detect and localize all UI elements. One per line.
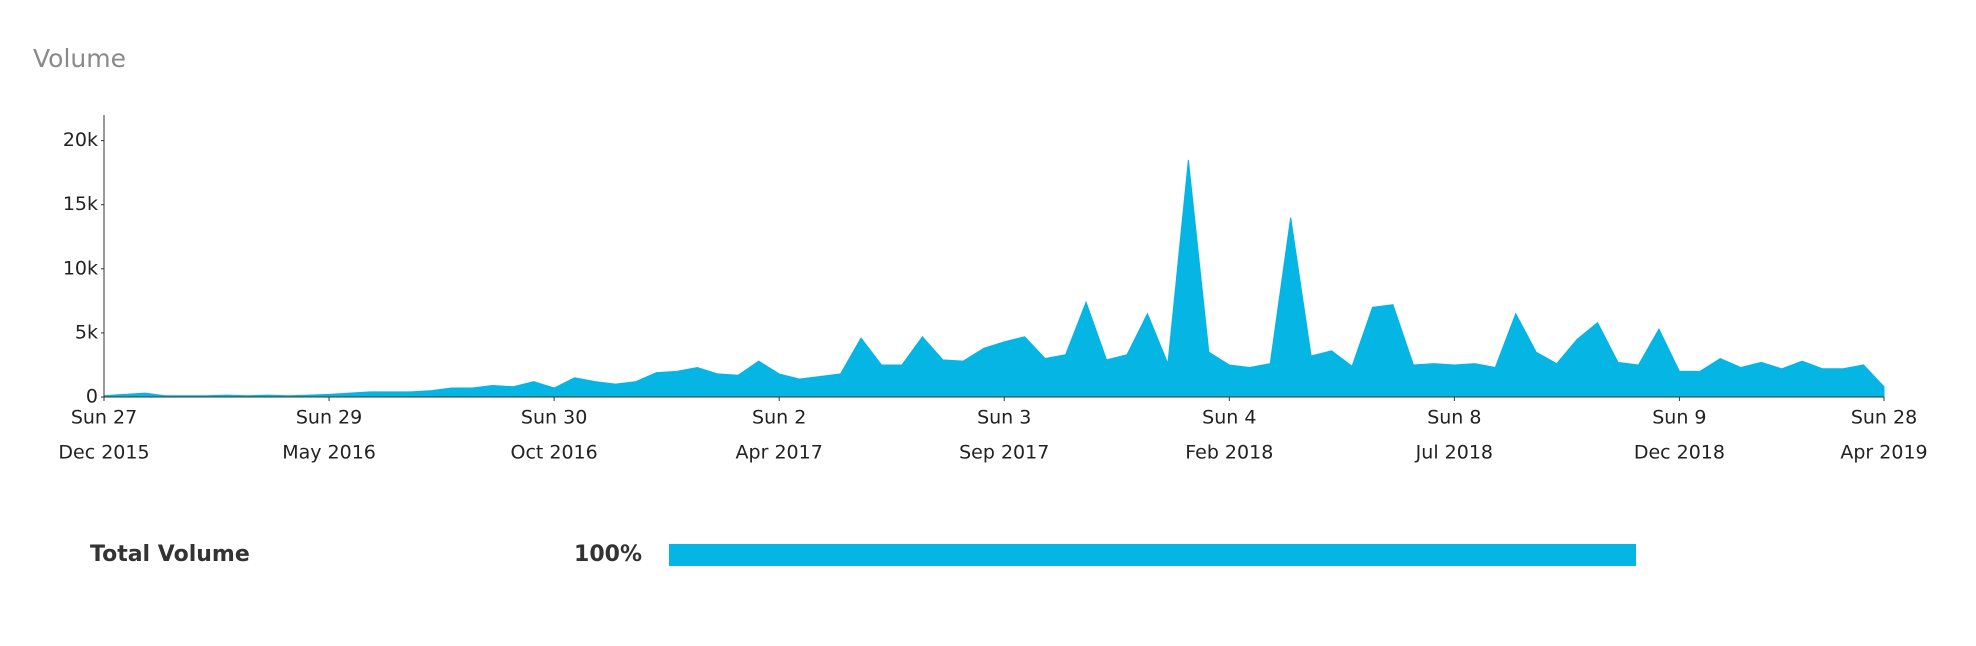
x-tick-sublabel: Dec 2015 (58, 442, 149, 464)
y-tick-label: 20k (63, 129, 98, 151)
row-name: Total Volume (90, 542, 250, 567)
x-tick-sublabel: Jul 2018 (1415, 442, 1493, 464)
y-tick-label: 0 (86, 386, 98, 408)
y-tick-label: 15k (63, 193, 98, 215)
area (103, 159, 1885, 398)
x-tick-label: Sun 27 (71, 407, 137, 429)
x-tick-label: Sun 30 (521, 407, 587, 429)
x-tick-sublabel: Sep 2017 (959, 442, 1049, 464)
x-tick-sublabel: Apr 2017 (736, 442, 823, 464)
x-tick-sublabel: May 2016 (282, 442, 376, 464)
x-tick-label: Sun 8 (1427, 407, 1481, 429)
row-value-label: 100% (574, 542, 642, 567)
x-tick-label: Sun 4 (1202, 407, 1256, 429)
x-tick-sublabel: Feb 2018 (1185, 442, 1273, 464)
x-tick-sublabel: Apr 2019 (1840, 442, 1927, 464)
chart-title: Volume (33, 44, 126, 73)
x-tick-label: Sun 2 (752, 407, 806, 429)
y-tick-label: 5k (75, 321, 98, 343)
x-tick-label: Sun 9 (1652, 407, 1706, 429)
x-tick-label: Sun 3 (977, 407, 1031, 429)
x-tick-label: Sun 28 (1851, 407, 1917, 429)
row-bar (669, 544, 1636, 566)
x-tick-label: Sun 29 (296, 407, 362, 429)
y-tick-label: 10k (63, 257, 98, 279)
x-tick-sublabel: Dec 2018 (1634, 442, 1725, 464)
x-tick-sublabel: Oct 2016 (510, 442, 597, 464)
